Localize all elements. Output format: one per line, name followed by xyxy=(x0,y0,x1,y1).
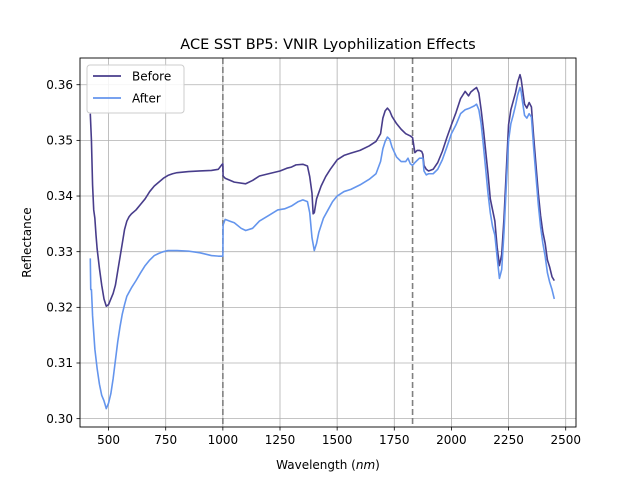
x-tick-label: 500 xyxy=(97,433,120,447)
legend-box xyxy=(86,64,185,114)
y-axis-label: Reflectance xyxy=(20,207,34,277)
series-lines xyxy=(89,73,556,410)
legend-label-after: After xyxy=(132,91,161,105)
plot-frame xyxy=(79,57,577,428)
y-tick-label: 0.34 xyxy=(46,189,73,203)
series-line-after xyxy=(89,86,556,410)
x-axis-label: Wavelength (nm) xyxy=(276,458,380,472)
legend: Before After xyxy=(86,64,185,114)
x-tick-label: 2250 xyxy=(493,433,524,447)
x-tick-label: 1750 xyxy=(379,433,410,447)
y-tick-label: 0.32 xyxy=(46,301,73,315)
y-tick-label: 0.31 xyxy=(46,356,73,370)
y-axis-ticks: 0.30 0.31 0.32 0.33 0.34 0.35 0.36 xyxy=(46,78,80,426)
y-tick-label: 0.36 xyxy=(46,78,73,92)
x-tick-label: 2000 xyxy=(436,433,467,447)
x-axis-ticks: 500 750 1000 1250 1500 1750 2000 2250 2500 xyxy=(97,427,581,447)
legend-label-before: Before xyxy=(132,69,171,83)
x-tick-label: 2500 xyxy=(550,433,581,447)
chart-title: ACE SST BP5: VNIR Lyophilization Effects xyxy=(180,37,475,53)
x-tick-label: 1000 xyxy=(208,433,239,447)
x-tick-label: 1500 xyxy=(322,433,353,447)
x-tick-label: 750 xyxy=(154,433,177,447)
x-tick-label: 1250 xyxy=(265,433,296,447)
y-tick-label: 0.33 xyxy=(46,245,73,259)
y-tick-label: 0.35 xyxy=(46,134,73,148)
y-tick-label: 0.30 xyxy=(46,412,73,426)
